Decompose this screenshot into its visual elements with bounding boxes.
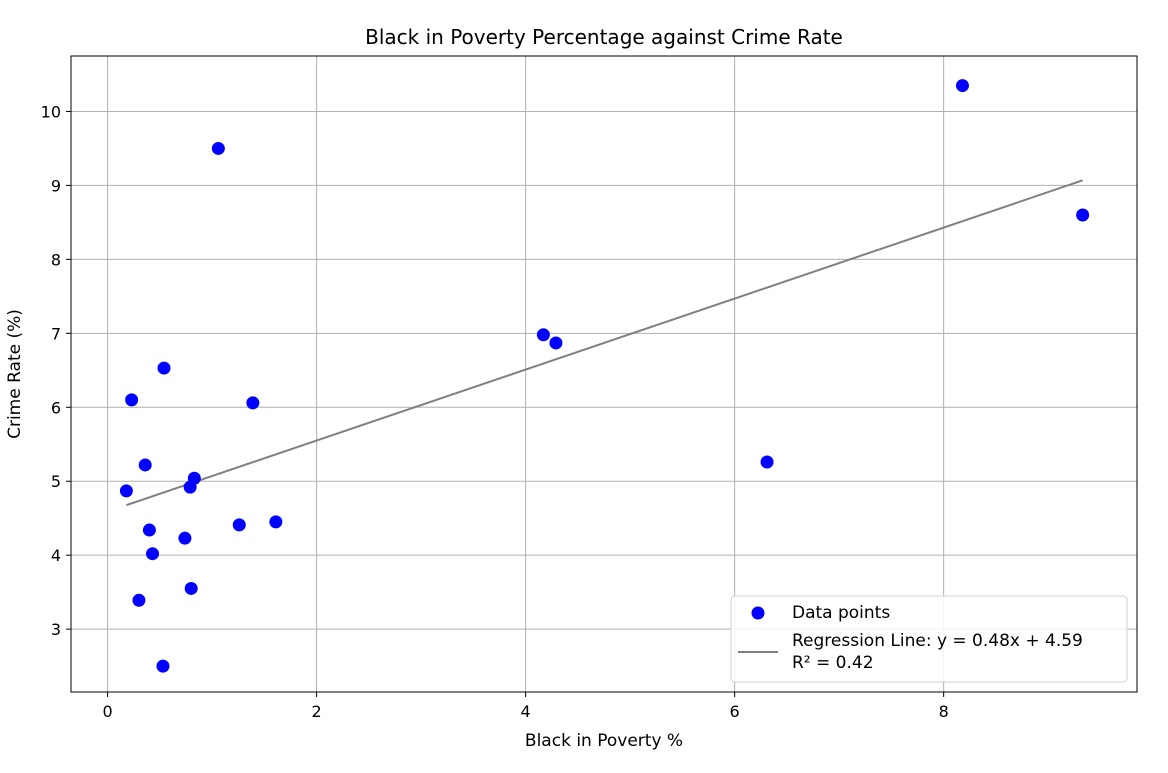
y-tick-label: 5	[51, 472, 61, 491]
regression-line-group	[126, 179, 1083, 507]
x-tick-label: 8	[939, 702, 949, 721]
y-tick-label: 8	[51, 250, 61, 269]
x-tick-label: 0	[102, 702, 112, 721]
data-point	[760, 455, 774, 469]
x-tick-label: 2	[312, 702, 322, 721]
legend-label-regression: Regression Line: y = 0.48x + 4.59	[792, 631, 1083, 651]
data-point	[132, 593, 146, 607]
data-point	[138, 458, 152, 472]
x-tick-label: 6	[730, 702, 740, 721]
data-point	[549, 336, 563, 350]
legend-label-data-points: Data points	[792, 603, 890, 623]
data-point	[184, 581, 198, 595]
data-point	[232, 518, 246, 532]
y-tick-label: 6	[51, 398, 61, 417]
data-point	[955, 79, 969, 93]
data-point	[1076, 208, 1090, 222]
x-tick-label: 4	[521, 702, 531, 721]
data-point	[211, 141, 225, 155]
legend-marker-data-points	[751, 606, 765, 620]
y-tick-label: 10	[41, 102, 61, 121]
y-axis-ticks: 3 4 5 6 7 8 9 10	[41, 102, 71, 639]
chart-title: Black in Poverty Percentage against Crim…	[365, 25, 843, 49]
y-tick-label: 4	[51, 546, 61, 565]
x-axis-label: Black in Poverty %	[525, 731, 683, 751]
data-point	[157, 361, 171, 375]
y-tick-label: 9	[51, 176, 61, 195]
data-point	[125, 393, 139, 407]
data-point	[536, 328, 550, 342]
data-points-group	[119, 79, 1090, 673]
legend-box	[730, 595, 1128, 683]
data-point	[269, 515, 283, 529]
data-point	[178, 531, 192, 545]
legend: Data points Regression Line: y = 0.48x +…	[730, 595, 1128, 683]
data-point	[156, 659, 170, 673]
data-point	[119, 484, 133, 498]
data-point	[146, 547, 160, 561]
data-point	[187, 471, 201, 485]
data-point	[142, 523, 156, 537]
grid-lines	[71, 56, 1137, 692]
x-axis-ticks: 0 2 4 6 8	[102, 692, 949, 721]
legend-label-r-squared: R² = 0.42	[792, 653, 874, 673]
data-point	[246, 396, 260, 410]
y-axis-label: Crime Rate (%)	[5, 309, 25, 439]
plot-frame	[70, 55, 1138, 693]
regression-line	[126, 179, 1083, 507]
y-tick-label: 3	[51, 620, 61, 639]
y-tick-label: 7	[51, 324, 61, 343]
